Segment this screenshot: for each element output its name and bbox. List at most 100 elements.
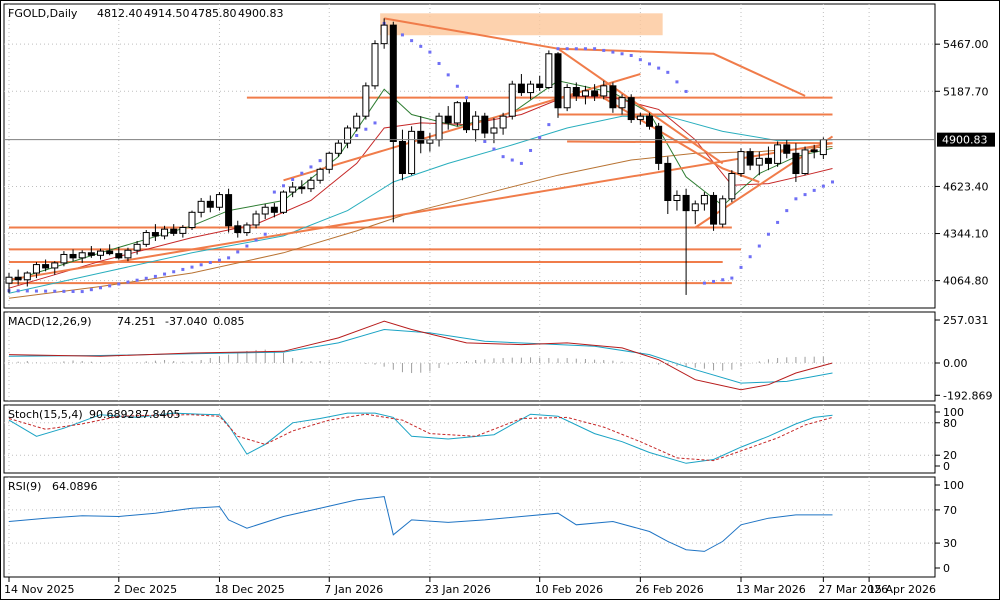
candle-bull [472,115,480,131]
sar-dot [126,280,130,284]
date-label: 14 Nov 2025 [4,583,74,596]
trendline [557,47,724,165]
candle-bull [691,203,699,212]
sar-dot [785,209,789,213]
candle-bull [636,115,644,121]
sar-dot [666,70,670,74]
candle-bull [362,85,370,117]
macd-pane-frame [3,311,936,402]
stoch-tick-label: 100 [943,406,964,419]
candle-bull [307,179,315,190]
candle-bull [280,191,287,213]
sar-dot [62,289,66,293]
candle-bear [115,253,123,259]
candle-bull [435,115,443,141]
candle-bear [627,97,635,121]
symbol-label: FGOLD,Daily [8,7,78,20]
candle-bear [746,151,754,166]
sar-dot [34,289,38,293]
candle-bull [408,130,416,175]
sar-dot [446,73,450,77]
candle-bear [14,276,22,281]
moving-average-fast [8,80,833,282]
sar-dot [309,165,313,169]
sar-dot [263,232,267,236]
sar-dot [629,53,633,57]
sar-dot [583,47,587,51]
candle-bear [170,228,178,234]
date-label: 13 Mar 2026 [736,583,806,596]
sar-dot [172,270,176,274]
candle-bear [463,102,470,131]
candle-bull [5,276,13,284]
candle-bear [591,90,599,97]
macd-signal-line [8,328,833,384]
candle-bear [87,252,95,256]
sar-dot [99,286,102,290]
candle-bear [682,194,690,212]
candle-bear [417,130,425,144]
candle-bull [289,186,297,193]
macd-tick-label: -192.869 [943,389,992,402]
sar-dot [227,256,231,260]
price-tick-label: 4623.40 [943,180,989,193]
rsi-label: RSI(9) [8,480,41,493]
macd-main-line [8,320,833,391]
macd-value: 74.251 [117,315,156,328]
sar-dot [684,89,688,93]
candle-bull [453,102,461,124]
sar-dot [199,263,203,267]
candle-bull [673,194,681,202]
stoch-tick-label: 0 [943,460,950,473]
stoch-value: 87.8405 [135,408,181,421]
sar-dot [71,289,75,293]
candle-bull [801,149,809,175]
sar-dot [80,290,84,294]
sar-dot [821,184,825,188]
candle-bull [142,232,150,245]
sar-dot [455,84,459,88]
sar-dot [163,272,167,276]
date-label: 2 Dec 2025 [114,583,177,596]
trendline [8,142,833,281]
candle-bear [655,125,663,164]
rsi-tick-label: 70 [943,504,957,517]
candle-bull [581,90,589,97]
sar-dot [803,193,807,197]
trendline [694,135,834,229]
sar-dot [419,44,423,48]
stoch-pane-frame [3,404,936,474]
sar-dot [400,33,404,37]
candle-bull [179,226,187,234]
candle-bear [444,115,452,124]
sar-dot [657,66,661,70]
sar-dot [181,267,185,271]
sar-dot [712,279,716,283]
candle-bear [764,157,772,164]
sar-dot [510,158,514,162]
sar-dot [318,159,322,163]
sar-dot [108,284,112,288]
candle-bull [215,194,223,208]
candle-bull [508,83,516,117]
macd-value: -37.040 [165,315,207,328]
sar-dot [519,161,523,165]
stoch-tick-label: 20 [943,449,957,462]
candle-bear [710,194,718,225]
candle-bull [499,115,507,129]
candle-bull [161,228,169,237]
date-label: 10 Feb 2026 [535,583,603,596]
sar-dot [236,250,240,254]
sar-dot [529,148,533,152]
sar-dot [410,39,414,43]
rsi-line [8,496,833,552]
candle-bear [609,85,617,109]
candle-bear [225,194,233,227]
last-price-label: 4900.83 [942,134,988,147]
sar-dot [300,171,304,175]
ohlc-value: 4812.40 [97,7,143,20]
sar-dot [282,184,285,188]
candle-bear [151,232,159,237]
candle-bear [206,200,214,208]
